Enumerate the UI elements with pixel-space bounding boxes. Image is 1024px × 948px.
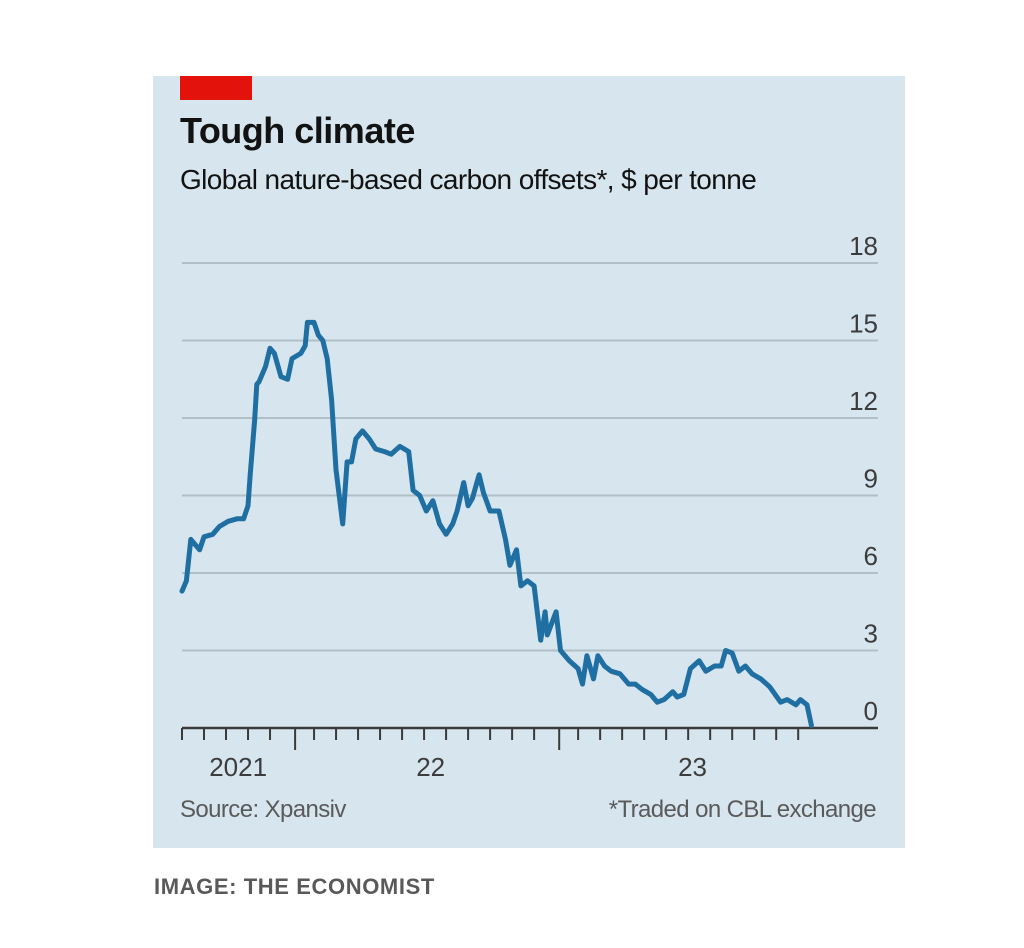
y-tick-label: 6: [864, 541, 878, 571]
footnote: *Traded on CBL exchange: [608, 796, 877, 823]
y-tick-label: 3: [864, 619, 878, 649]
y-tick-label: 9: [864, 464, 878, 494]
x-tick-label: 22: [416, 752, 445, 782]
x-tick-label: 2021: [209, 752, 267, 782]
chart-title: Tough climate: [180, 110, 415, 151]
source-note: Source: Xpansiv: [180, 796, 346, 823]
y-tick-label: 0: [864, 696, 878, 726]
chart-panel: [153, 76, 905, 848]
gridlines: [182, 262, 878, 652]
chart-subtitle: Global nature-based carbon offsets*, $ p…: [180, 164, 757, 195]
y-tick-label: 12: [849, 386, 878, 416]
image-credit: IMAGE: THE ECONOMIST: [154, 874, 435, 899]
x-tick-label: 23: [678, 752, 707, 782]
x-axis-labels: 2021 22 23: [209, 752, 707, 782]
y-tick-label: 15: [849, 309, 878, 339]
economist-red-tag: [180, 76, 252, 100]
y-tick-label: 18: [849, 231, 878, 261]
y-axis-labels: 0 3 6 9 12 15 18: [849, 231, 878, 726]
x-axis: [181, 726, 878, 750]
price-line: [179, 319, 814, 728]
